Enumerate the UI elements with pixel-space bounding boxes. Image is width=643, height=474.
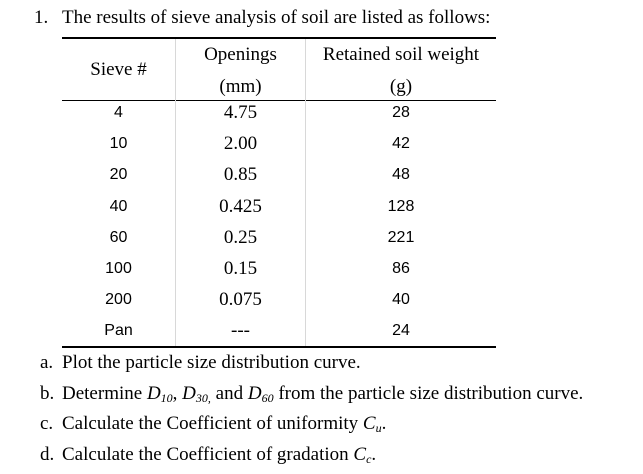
item-label: c.: [40, 413, 54, 435]
item-text-part: Calculate the Coefficient of gradation: [62, 443, 354, 465]
table-cell: 128: [387, 197, 415, 215]
header-cell: Sieve #: [90, 59, 147, 80]
column-divider: [305, 39, 306, 346]
table-cell: 2.00: [223, 133, 258, 155]
item-text: Determine D10, D30, and D60 from the par…: [62, 383, 583, 409]
table-cell: 40: [109, 197, 128, 215]
item-text-part: Plot the particle size distribution curv…: [62, 352, 361, 373]
header-cell: Openings: [204, 44, 277, 65]
table-cell: 48: [392, 166, 410, 184]
item-text-part: Calculate the Coefficient of uniformity: [62, 413, 363, 435]
table-cell: 28: [392, 104, 410, 121]
table-cell: 86: [392, 260, 410, 277]
header-cell: (g): [389, 76, 413, 97]
item-text-part: u: [375, 421, 382, 436]
item-text-part: D: [247, 382, 262, 404]
item-text-part: D: [182, 382, 196, 404]
item-text-part: and: [210, 382, 248, 404]
item-text-part: ,: [172, 382, 183, 404]
header-rule: [62, 100, 496, 101]
table-cell: 221: [387, 228, 415, 246]
item-text-part: 30,: [195, 390, 211, 405]
question-number: 1.: [34, 7, 49, 28]
item-text-part: 60: [261, 390, 274, 405]
header-cell: (mm): [219, 76, 262, 97]
table-cell: ---: [231, 320, 250, 342]
table-cell: 60: [109, 228, 128, 246]
item-text-part: .: [371, 443, 377, 465]
table-cell: 0.25: [223, 226, 258, 248]
item-label: a.: [40, 352, 54, 373]
table-cell: 24: [392, 322, 410, 340]
table-cell: 0.075: [219, 289, 262, 311]
table-cell: 40: [392, 291, 410, 309]
table-bottom-rule: [62, 346, 496, 348]
item-label: b.: [40, 382, 55, 404]
item-text-part: C: [353, 443, 367, 465]
table-cell: 0.15: [223, 258, 258, 279]
item-text-part: c: [366, 451, 372, 466]
table-cell: 4: [114, 104, 123, 121]
table-cell: Pan: [104, 322, 133, 340]
table-top-rule: [62, 37, 496, 39]
item-label: d.: [40, 443, 55, 465]
item-text-part: C: [362, 413, 376, 435]
table-cell: 20: [109, 166, 128, 184]
table-cell: 10: [109, 135, 128, 153]
item-text: Calculate the Coefficient of uniformity …: [62, 413, 386, 439]
item-text: Plot the particle size distribution curv…: [62, 352, 361, 374]
question-text: The results of sieve analysis of soil ar…: [62, 7, 491, 28]
table-cell: 200: [105, 291, 132, 309]
item-text-part: D: [146, 382, 161, 404]
item-text-part: from the particle size distribution curv…: [273, 382, 584, 404]
column-divider: [175, 39, 176, 346]
item-text-part: .: [381, 413, 387, 435]
item-text-part: 10: [160, 390, 173, 405]
header-cell: Retained soil weight: [322, 44, 480, 65]
table-cell: 100: [105, 260, 132, 277]
table-cell: 0.425: [219, 195, 262, 217]
table-cell: 42: [392, 135, 410, 153]
table-cell: 0.85: [223, 164, 258, 186]
item-text: Calculate the Coefficient of gradation C…: [62, 444, 376, 470]
item-text-part: Determine: [62, 382, 147, 404]
table-cell: 4.75: [223, 102, 258, 123]
